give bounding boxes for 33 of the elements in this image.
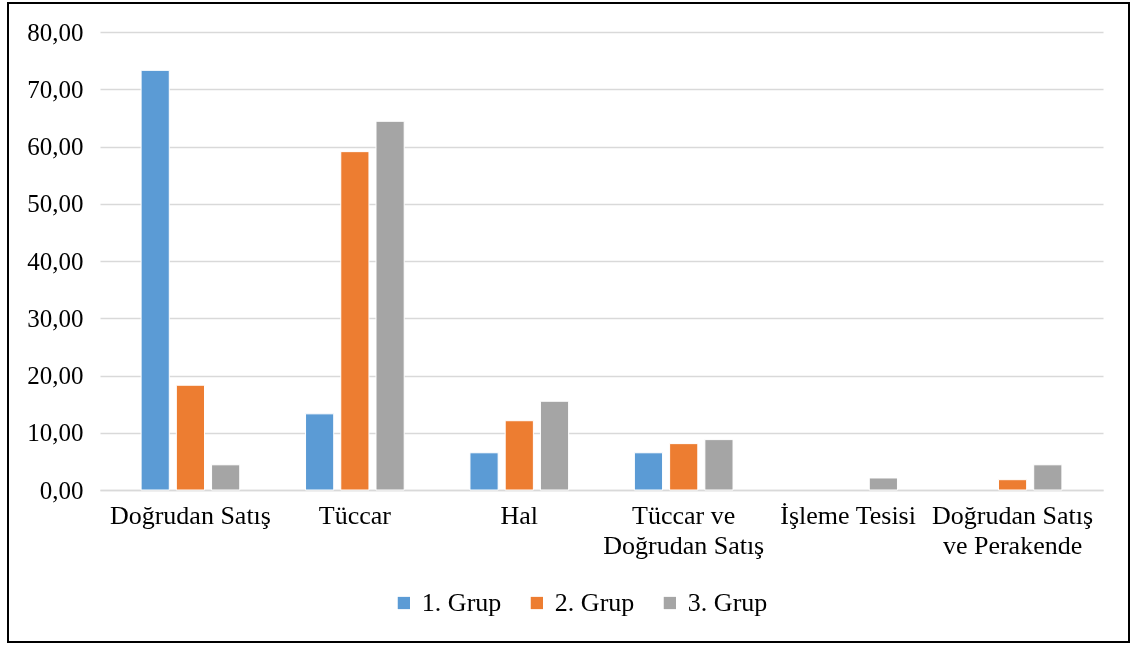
x-tick-label: Hal [500, 500, 539, 530]
bar [375, 120, 405, 491]
x-tick-label: Tüccar ve Doğrudan Satış [603, 500, 765, 560]
bar [340, 151, 370, 491]
bar [997, 479, 1028, 491]
bar [305, 413, 335, 491]
y-tick-label: 70,00 [27, 75, 84, 103]
y-tick-label: 60,00 [27, 133, 84, 160]
bar [469, 452, 499, 491]
legend-label: 3. Grup [687, 588, 768, 617]
bar [504, 420, 534, 491]
y-tick-label: 10,00 [27, 419, 84, 447]
bar [633, 452, 664, 491]
bar [1033, 464, 1063, 491]
legend-label: 2. Grup [554, 588, 635, 617]
bar [140, 69, 170, 491]
bar [211, 464, 241, 491]
y-tick-label: 50,00 [27, 190, 84, 218]
bar [704, 439, 734, 491]
x-tick-label: Doğrudan Satış [109, 500, 271, 530]
bar [868, 477, 898, 491]
y-tick-label: 20,00 [27, 362, 84, 389]
legend-label: 1. Grup [421, 588, 502, 617]
y-tick-label: 40,00 [27, 247, 84, 275]
x-tick-label: Tüccar [318, 500, 392, 530]
y-tick-label: 30,00 [27, 304, 84, 332]
y-tick-label: 0,00 [39, 476, 84, 504]
bar [669, 443, 699, 491]
bar [539, 400, 570, 491]
bar [175, 384, 206, 491]
x-tick-label: İşleme Tesisi [780, 500, 916, 530]
x-tick-label: Doğrudan Satış ve Perakende [932, 500, 1094, 560]
y-tick-label: 80,00 [27, 18, 84, 46]
